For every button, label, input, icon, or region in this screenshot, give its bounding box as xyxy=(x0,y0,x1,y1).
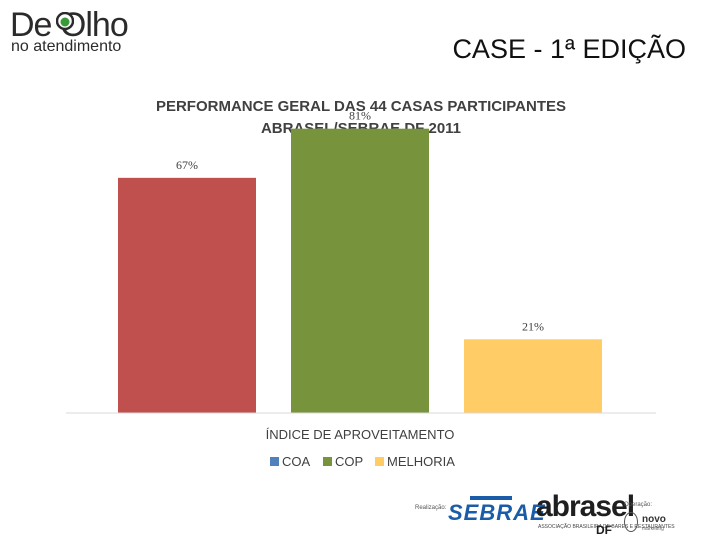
legend-swatch-cop xyxy=(323,457,332,466)
abrasel-subtitle: ASSOCIAÇÃO BRASILEIRA DE BARES E RESTAUR… xyxy=(538,524,675,530)
data-label-cop: 81% xyxy=(349,109,371,123)
legend-label-melhoria: MELHORIA xyxy=(387,454,455,469)
data-label-coa: 67% xyxy=(176,158,198,172)
bar-coa xyxy=(118,177,256,413)
novo-logo-sub: marketing xyxy=(642,526,664,532)
bar-melhoria xyxy=(464,339,602,413)
data-label-melhoria: 21% xyxy=(522,319,544,333)
de-olho-logo: De Olho no atendimento xyxy=(8,6,148,56)
realizacao-label: Realização: xyxy=(415,505,447,511)
sebrae-logo: SEBRAE xyxy=(448,500,546,525)
eye-icon xyxy=(56,12,74,30)
slide-title: CASE - 1ª EDIÇÃO xyxy=(452,34,686,64)
legend-label-cop: COP xyxy=(335,454,363,469)
abrasel-df: DF xyxy=(596,523,612,537)
novo-logo: novo xyxy=(642,514,666,525)
novo-logo-icon xyxy=(624,512,638,532)
legend-swatch-melhoria xyxy=(375,457,384,466)
abrasel-logo: abrasel xyxy=(536,490,635,523)
sebrae-logo-bar xyxy=(470,496,512,500)
chart-title-line1: PERFORMANCE GERAL DAS 44 CASAS PARTICIPA… xyxy=(156,98,566,115)
legend-label-coa: COA xyxy=(282,454,311,469)
legend-swatch-coa xyxy=(270,457,279,466)
chart-legend: COA COP MELHORIA xyxy=(270,454,455,469)
operacao-label: Operação: xyxy=(624,502,653,508)
x-axis-label: ÍNDICE DE APROVEITAMENTO xyxy=(266,427,455,442)
logo-sub-text: no atendimento xyxy=(11,38,122,55)
bar-cop xyxy=(291,128,429,413)
bar-chart: PERFORMANCE GERAL DAS 44 CASAS PARTICIPA… xyxy=(66,98,656,469)
